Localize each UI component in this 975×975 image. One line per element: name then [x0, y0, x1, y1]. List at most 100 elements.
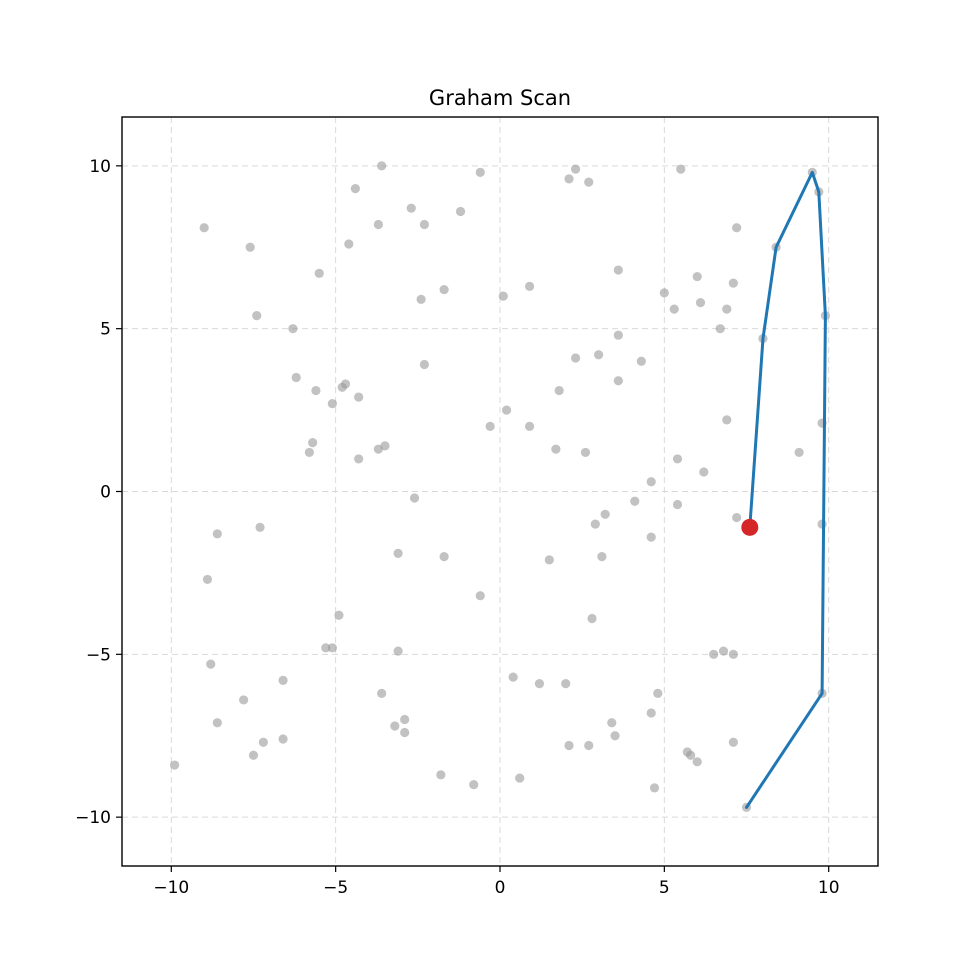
data-point	[439, 552, 449, 562]
data-point	[584, 177, 594, 187]
data-point	[304, 447, 314, 458]
data-point	[455, 206, 466, 217]
data-point	[728, 737, 738, 747]
data-point	[406, 203, 416, 213]
data-point	[239, 695, 249, 705]
x-axis-ticks: −10 −5 0 5 10	[153, 866, 840, 898]
data-point	[594, 350, 604, 360]
data-point	[354, 392, 364, 402]
data-point	[169, 760, 180, 770]
y-tick-label: −5	[86, 645, 111, 665]
data-point	[314, 268, 324, 278]
hull-path	[745, 170, 827, 809]
data-point	[610, 731, 620, 741]
data-point	[722, 304, 732, 314]
data-point	[646, 708, 656, 718]
data-point	[728, 278, 738, 288]
data-point	[373, 219, 383, 230]
data-point	[258, 737, 268, 747]
x-tick-label: 10	[818, 878, 840, 898]
chart-title: Graham Scan	[429, 86, 571, 110]
x-tick-label: −10	[153, 878, 189, 898]
data-point	[613, 265, 623, 275]
data-point	[248, 750, 259, 760]
data-point	[709, 649, 719, 659]
data-point	[400, 714, 410, 725]
x-tick-label: 0	[495, 878, 506, 898]
data-point	[212, 718, 222, 728]
data-point	[636, 356, 646, 366]
data-point	[245, 242, 255, 252]
data-point	[722, 415, 732, 425]
data-point	[340, 379, 351, 389]
hull-line	[745, 170, 827, 809]
data-point	[732, 223, 742, 233]
data-point	[327, 643, 337, 653]
data-point	[692, 757, 702, 767]
data-point	[584, 740, 594, 751]
data-point	[288, 324, 298, 334]
y-tick-label: 5	[100, 320, 111, 340]
data-point	[630, 496, 640, 506]
data-point	[278, 675, 288, 685]
data-point	[400, 727, 410, 738]
x-tick-label: −5	[323, 878, 348, 898]
data-point	[587, 613, 597, 624]
data-point	[580, 447, 591, 458]
data-point	[255, 522, 265, 532]
data-point	[600, 509, 610, 519]
data-point	[613, 376, 623, 386]
data-point	[436, 770, 446, 780]
data-point	[649, 783, 660, 793]
data-point	[206, 659, 216, 669]
data-point	[377, 161, 387, 171]
data-point	[409, 493, 420, 503]
current-point-marker	[741, 518, 759, 536]
data-point	[613, 330, 623, 340]
data-point	[475, 591, 485, 601]
data-point	[607, 718, 617, 728]
data-point	[732, 512, 742, 523]
data-point	[524, 281, 535, 291]
current-point	[741, 518, 759, 536]
data-point	[252, 311, 262, 321]
data-point	[564, 740, 574, 751]
data-point	[551, 444, 561, 454]
data-point	[390, 721, 400, 731]
data-point	[439, 284, 449, 295]
data-point	[794, 447, 804, 458]
data-point	[508, 672, 518, 682]
data-point	[377, 688, 387, 699]
data-point	[692, 271, 702, 282]
data-point	[393, 548, 403, 558]
grid-lines	[122, 117, 878, 866]
data-point	[291, 372, 301, 383]
data-point	[334, 610, 344, 620]
data-point	[327, 398, 337, 409]
data-point	[350, 184, 360, 194]
data-point	[646, 477, 656, 487]
data-point	[380, 441, 390, 451]
data-point	[554, 385, 564, 396]
data-point	[544, 555, 554, 565]
data-point	[311, 385, 321, 396]
x-tick-label: 5	[659, 878, 670, 898]
data-point	[653, 688, 663, 699]
data-point	[571, 353, 581, 363]
data-point	[485, 421, 495, 431]
data-point	[393, 646, 403, 656]
data-point	[501, 405, 512, 415]
data-points	[169, 161, 831, 812]
data-point	[534, 679, 545, 689]
data-point	[669, 304, 679, 314]
y-tick-label: 10	[89, 157, 111, 177]
data-point	[728, 649, 738, 659]
data-point	[672, 499, 683, 510]
data-point	[561, 679, 571, 689]
y-tick-label: 0	[100, 483, 111, 503]
data-point	[321, 643, 331, 653]
data-point	[659, 288, 669, 298]
data-point	[718, 646, 729, 656]
